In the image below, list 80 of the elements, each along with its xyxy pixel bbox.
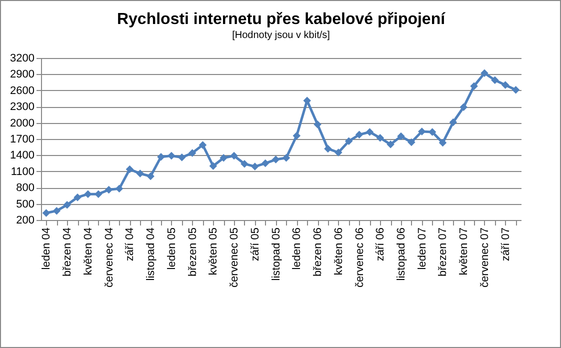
- point: [334, 148, 342, 156]
- point: [74, 193, 82, 202]
- point: [366, 128, 374, 136]
- point: [470, 82, 478, 90]
- point: [376, 134, 384, 142]
- point: [220, 154, 228, 162]
- y-tick-label: 3200: [10, 52, 34, 64]
- point: [438, 138, 447, 147]
- point: [512, 86, 520, 94]
- x-tick-label: květen 05: [208, 228, 220, 276]
- point: [178, 153, 186, 162]
- x-tick-label: listopad 06: [396, 228, 408, 281]
- x-tick-label: květen 04: [82, 228, 94, 276]
- y-tick-label: 2000: [10, 117, 34, 130]
- y-tick-label: 1100: [10, 166, 34, 178]
- point: [272, 156, 280, 164]
- point: [261, 159, 270, 168]
- y-tick-label: 200: [16, 214, 34, 226]
- chart-title: Rychlosti internetu přes kabelové připojení: [116, 11, 446, 28]
- x-tick-label: červenec 04: [103, 228, 116, 288]
- x-tick-label: červenec 06: [354, 228, 366, 288]
- x-tick-label: březen 04: [62, 228, 74, 276]
- point: [314, 120, 322, 128]
- point: [292, 132, 301, 140]
- point: [146, 172, 154, 180]
- y-tick-label: 2300: [10, 101, 34, 114]
- point: [136, 170, 144, 178]
- point: [52, 206, 61, 215]
- point: [501, 81, 510, 89]
- x-tick-label: červenec 05: [228, 228, 241, 288]
- x-tick-label: květen 07: [458, 228, 470, 276]
- point: [324, 144, 332, 153]
- point: [408, 138, 416, 146]
- y-tick-label: 500: [16, 198, 34, 210]
- x-tick-label: září 07: [500, 228, 512, 262]
- point: [94, 190, 102, 198]
- point: [480, 69, 488, 77]
- point: [355, 130, 364, 139]
- point: [230, 152, 238, 160]
- x-tick-label: listopad 04: [145, 228, 158, 281]
- point: [168, 152, 176, 160]
- x-tick-label: leden 04: [40, 228, 53, 270]
- point: [240, 160, 248, 168]
- x-tick-label: březen 05: [186, 228, 199, 276]
- point: [251, 162, 259, 170]
- x-tick-label: listopad 05: [270, 228, 282, 281]
- chart-subtitle: [Hodnoty jsou v kbit/s]: [232, 30, 330, 41]
- x-tick-label: březen 06: [312, 228, 324, 276]
- point: [418, 128, 426, 136]
- point: [460, 103, 468, 112]
- point: [198, 141, 207, 149]
- point: [449, 118, 458, 126]
- point: [157, 152, 165, 161]
- y-tick-label: 2900: [10, 68, 34, 81]
- point: [344, 137, 353, 146]
- point: [397, 132, 405, 140]
- y-tick-label: 2600: [10, 84, 34, 97]
- point: [386, 140, 394, 148]
- point: [104, 186, 113, 194]
- x-tick-label: září 05: [249, 228, 262, 262]
- point: [491, 76, 499, 84]
- x-tick-label: červenec 07: [478, 228, 491, 288]
- point: [188, 149, 196, 157]
- x-tick-label: září 04: [124, 228, 136, 262]
- point: [282, 154, 290, 162]
- x-tick-label: březen 07: [437, 228, 450, 276]
- point: [63, 201, 71, 209]
- y-tick-label: 800: [16, 182, 34, 194]
- point: [115, 184, 124, 193]
- x-tick-label: leden 07: [416, 228, 428, 270]
- point: [84, 190, 92, 198]
- point: [209, 162, 218, 170]
- y-tick-label: 1400: [10, 150, 34, 162]
- x-tick-label: leden 05: [166, 228, 178, 270]
- x-tick-label: květen 06: [332, 228, 345, 276]
- x-tick-label: leden 06: [291, 228, 304, 270]
- y-tick-label: 1700: [10, 134, 34, 146]
- point: [126, 165, 134, 174]
- point: [42, 209, 50, 217]
- x-tick-label: září 06: [374, 228, 387, 262]
